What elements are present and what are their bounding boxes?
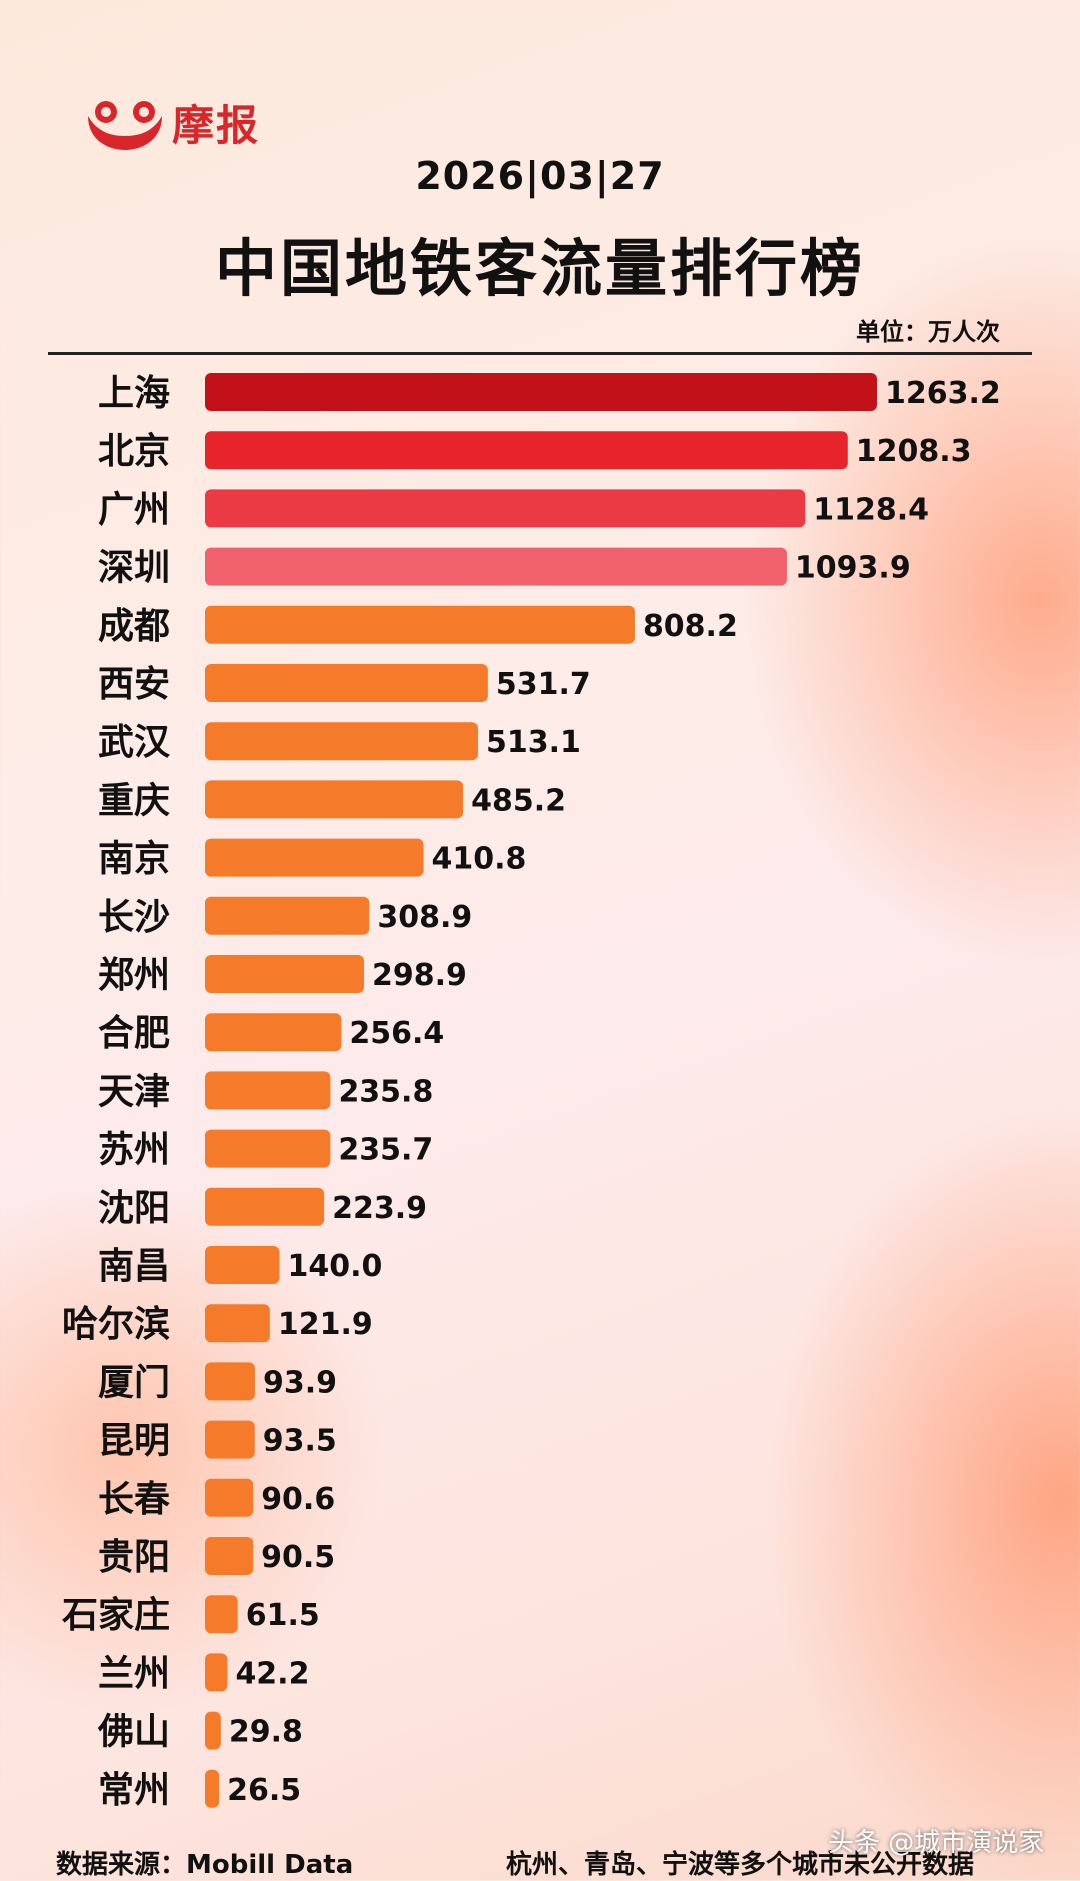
value-label: 42.2 — [235, 1656, 309, 1691]
brand-name: 摩报 — [172, 101, 261, 150]
value-label: 513.1 — [486, 725, 581, 760]
value-label: 235.8 — [338, 1074, 433, 1109]
bar — [205, 955, 365, 993]
bar — [205, 1711, 221, 1750]
bar — [205, 1246, 280, 1284]
bar — [205, 1013, 342, 1052]
data-source: 数据来源：Mobill Data — [56, 1850, 354, 1880]
value-label: 29.8 — [229, 1715, 303, 1750]
bar — [205, 373, 877, 411]
footer-note: 杭州、青岛、宁波等多个城市未公开数据 — [506, 1850, 975, 1880]
category-label: 武汉 — [98, 722, 171, 763]
category-label: 昆明 — [98, 1421, 170, 1462]
value-label: 485.2 — [471, 783, 566, 818]
bar — [205, 1537, 254, 1575]
category-label: 天津 — [98, 1071, 170, 1112]
bar — [205, 838, 424, 877]
category-label: 贵阳 — [98, 1537, 170, 1578]
category-label: 哈尔滨 — [62, 1304, 170, 1345]
category-label: 南京 — [98, 838, 170, 880]
bar — [205, 1129, 331, 1168]
bar — [205, 1187, 325, 1226]
value-label: 1128.4 — [813, 492, 929, 527]
category-label: 常州 — [98, 1770, 170, 1810]
category-label: 深圳 — [98, 548, 170, 589]
brand-mark-icon — [88, 100, 162, 150]
value-label: 90.6 — [261, 1482, 335, 1517]
category-label: 佛山 — [97, 1712, 170, 1753]
value-label: 256.4 — [349, 1016, 444, 1051]
category-label: 北京 — [98, 430, 170, 472]
brand-logo: 摩报 — [82, 92, 260, 153]
title-divider — [48, 352, 1032, 355]
category-label: 西安 — [98, 664, 170, 705]
bar — [205, 1071, 331, 1110]
value-label: 1208.3 — [856, 434, 972, 469]
bar — [205, 431, 848, 470]
bar — [205, 1304, 270, 1343]
category-label: 广州 — [98, 489, 170, 530]
value-label: 235.7 — [338, 1133, 433, 1168]
bar — [205, 489, 806, 528]
value-label: 1093.9 — [795, 551, 911, 586]
bar — [205, 896, 370, 935]
value-label: 93.5 — [263, 1424, 337, 1459]
category-label: 石家庄 — [62, 1595, 170, 1636]
ridership-bar-chart: 上海 1263.2 北京 1208.3 广州 1128.4 深圳 1093.9 成都 808.2 西… — [62, 373, 1001, 1810]
category-label: 南昌 — [98, 1246, 170, 1287]
unit-label: 单位：万人次 — [856, 318, 1000, 346]
bar — [205, 722, 478, 761]
report-date: 2026|03|27 — [415, 154, 665, 198]
value-label: 121.9 — [278, 1307, 373, 1342]
value-label: 808.2 — [643, 609, 738, 644]
bar — [205, 1769, 220, 1808]
value-label: 90.5 — [261, 1540, 335, 1575]
value-label: 223.9 — [332, 1191, 427, 1226]
bar — [205, 1362, 255, 1401]
bar — [205, 1653, 228, 1692]
category-label: 合肥 — [98, 1013, 170, 1054]
bar — [205, 1420, 255, 1459]
value-label: 298.9 — [372, 958, 467, 993]
platform-watermark: 头条 @城市演说家 — [828, 1828, 1045, 1858]
category-label: 上海 — [98, 373, 170, 414]
value-label: 410.8 — [432, 842, 527, 877]
category-label: 沈阳 — [98, 1188, 170, 1229]
category-label: 成都 — [98, 606, 170, 647]
category-label: 长沙 — [98, 897, 170, 938]
value-label: 140.0 — [287, 1249, 382, 1284]
page-title: 中国地铁客流量排行榜 — [214, 232, 865, 305]
value-label: 1263.2 — [885, 376, 1001, 411]
bar — [205, 1595, 238, 1634]
category-label: 兰州 — [98, 1653, 170, 1694]
value-label: 61.5 — [246, 1598, 320, 1633]
category-label: 重庆 — [98, 780, 170, 821]
value-label: 308.9 — [377, 900, 472, 935]
bar — [205, 780, 464, 819]
value-label: 26.5 — [227, 1773, 301, 1808]
value-label: 93.9 — [263, 1365, 337, 1400]
bar — [205, 605, 635, 644]
bar — [205, 664, 488, 702]
category-label: 厦门 — [98, 1362, 170, 1403]
bar — [205, 547, 787, 586]
category-label: 长春 — [98, 1479, 170, 1520]
value-label: 531.7 — [496, 667, 591, 702]
category-label: 郑州 — [98, 955, 170, 996]
bar — [205, 1478, 254, 1517]
category-label: 苏州 — [98, 1130, 170, 1171]
